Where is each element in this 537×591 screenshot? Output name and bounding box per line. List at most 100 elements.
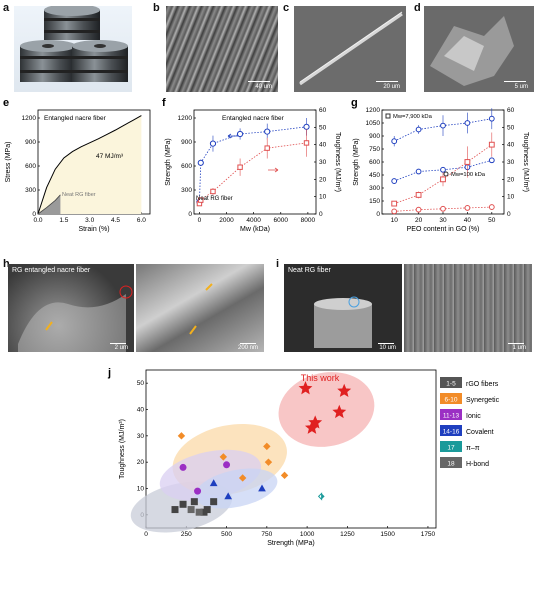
legend-swatch [440, 393, 462, 404]
data-point [203, 506, 211, 514]
arrow-icon [205, 283, 213, 291]
y2-tick-label: 10 [507, 194, 515, 201]
data-point [391, 200, 398, 207]
data-point [190, 498, 198, 506]
scale-label: 10 um [379, 345, 396, 351]
chart-title: Entangled nacre fiber [44, 115, 107, 122]
y2-tick-label: 20 [319, 176, 327, 183]
sem-image-fracture: 5 um [424, 6, 534, 92]
legend-swatch [440, 377, 462, 388]
data-point [171, 506, 179, 514]
x-tick-label: 500 [221, 531, 232, 538]
toughness-line [199, 142, 307, 204]
toughness-point [198, 197, 204, 203]
data-point [488, 204, 495, 210]
x-tick-label: 1500 [380, 531, 395, 538]
x-tick-label: 750 [261, 531, 272, 538]
panel-i-title: Neat RG fiber [288, 267, 331, 274]
data-point [223, 461, 231, 469]
data-point [238, 474, 247, 482]
y2-tick-label: 50 [319, 124, 327, 131]
data-point [187, 506, 195, 514]
data-point [464, 159, 471, 165]
stress-curve-entangled [37, 115, 142, 215]
strength-point [264, 128, 271, 135]
y2-tick-label: 40 [319, 142, 327, 149]
data-point [440, 166, 446, 173]
data-point [209, 479, 218, 487]
scale-bar [240, 343, 256, 344]
y2-tick-label: 40 [507, 142, 515, 149]
data-point [440, 122, 446, 129]
x-tick-label: 8000 [301, 217, 316, 224]
data-point [179, 463, 187, 471]
zoom-texture [189, 283, 213, 335]
data-point [415, 192, 422, 198]
neat-label: Neat RG fiber [196, 196, 233, 202]
y-tick-label: 1200 [22, 115, 37, 122]
data-point [415, 168, 422, 175]
y2-tick-label: 0 [507, 211, 511, 218]
data-point [210, 498, 218, 506]
panel-letter: e [3, 97, 9, 109]
legend-label: rGO fibers [466, 381, 499, 388]
y-tick-label: 900 [181, 139, 192, 146]
strength-point [236, 130, 244, 138]
y-tick-label: 30 [137, 433, 145, 440]
y-tick-label: 20 [137, 459, 145, 466]
arrow-icon [189, 325, 197, 335]
panel-c-letter: c [283, 2, 290, 14]
strength-point [209, 140, 217, 147]
spool-stack-graphic [20, 6, 128, 82]
y2-axis-label: Toughness (MJ/m³) [522, 132, 529, 192]
data-point [440, 205, 446, 212]
y-tick-label: 600 [25, 163, 36, 170]
legend-key: 14-16 [443, 429, 460, 436]
data-point [304, 420, 319, 434]
sem-image-bundle: 40 um [166, 6, 278, 92]
scale-bar [508, 343, 524, 344]
sem-image-single-fiber: 20 um [294, 6, 406, 92]
data-point [177, 432, 186, 440]
y-tick-label: 450 [369, 172, 380, 179]
legend-marker [385, 113, 391, 119]
scale-label: 1 um [512, 345, 526, 351]
sem-entangled-cross-section: RG entangled nacre fiber 2 um [8, 264, 134, 352]
legend-label: Mw=100 kDa [451, 172, 486, 178]
entangled-texture [18, 285, 133, 352]
x-tick-label: 10 [391, 217, 399, 224]
y2-tick-label: 30 [319, 159, 327, 166]
y2-tick-label: 30 [507, 159, 515, 166]
legend-swatch [440, 441, 462, 452]
x-tick-label: 40 [464, 217, 472, 224]
stress-strain-chart: 0.0 1.5 3.0 4.5 6.0 0 300 600 900 1200 Strain (%) S… [3, 97, 151, 233]
legend-key: 11-13 [443, 413, 460, 420]
toughness-point [210, 188, 216, 195]
scale-bar [376, 81, 398, 82]
y2-tick-label: 60 [507, 107, 515, 114]
x-axis-label: PEO content in GO (%) [407, 226, 480, 233]
legend-label: Synergetic [466, 397, 500, 404]
legend-key: 6-10 [444, 397, 457, 404]
y-tick-label: 900 [25, 139, 36, 146]
neat-area [38, 194, 61, 214]
data-point [488, 141, 495, 148]
x-tick-label: 6.0 [137, 217, 146, 224]
legend-label: Covalent [466, 429, 494, 436]
data-point [332, 404, 347, 419]
x-tick-label: 4000 [246, 217, 261, 224]
legend-label: π–π [466, 445, 480, 452]
y2-tick-label: 0 [319, 211, 323, 218]
y2-tick-label: 50 [507, 124, 515, 131]
scale-bar [248, 81, 270, 82]
panel-i-letter: i [276, 258, 280, 270]
y-tick-label: 40 [137, 407, 145, 414]
legend-key: 1-5 [446, 381, 456, 388]
legend-label: Ionic [466, 413, 481, 420]
y-tick-label: 300 [181, 187, 192, 194]
y-tick-label: 600 [369, 159, 380, 166]
legend-marker [443, 171, 449, 177]
x-tick-label: 3.0 [85, 217, 94, 224]
x-tick-label: 4.5 [111, 217, 120, 224]
toughness-point [237, 164, 243, 170]
